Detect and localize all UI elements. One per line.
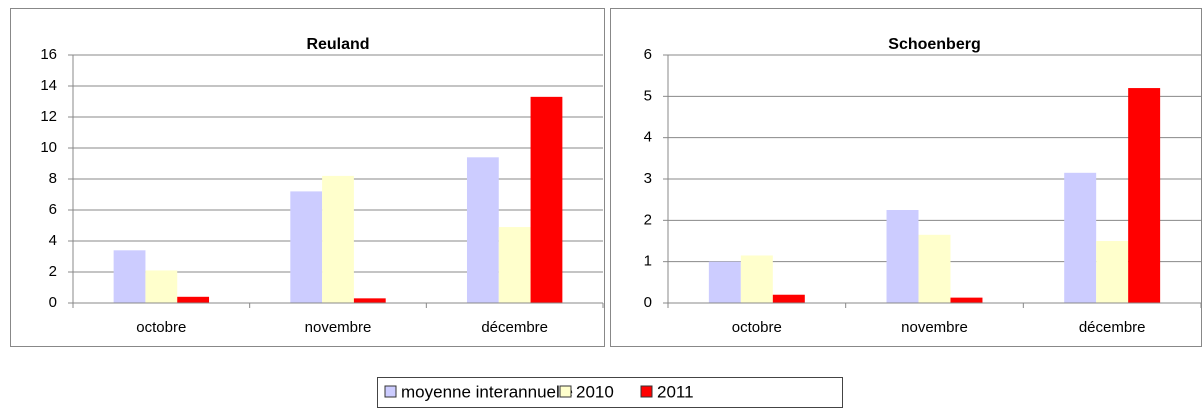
- bar: [466, 157, 499, 303]
- y-tick-label: 12: [40, 108, 57, 125]
- legend-label: 2010: [576, 382, 614, 401]
- y-tick-label: 8: [49, 170, 57, 187]
- x-tick-label: décembre: [481, 319, 548, 336]
- y-tick-label: 0: [49, 294, 57, 311]
- bar: [918, 234, 951, 303]
- x-tick-label: octobre: [136, 319, 186, 336]
- bar: [772, 294, 805, 303]
- bar: [322, 175, 354, 303]
- y-tick-label: 3: [644, 170, 652, 187]
- legend-swatch: [640, 385, 653, 398]
- bar: [1064, 172, 1097, 303]
- y-tick-label: 2: [49, 263, 57, 280]
- chart-title: Reuland: [306, 36, 369, 53]
- x-tick-label: octobre: [732, 319, 782, 336]
- bar: [177, 296, 210, 303]
- y-tick-label: 4: [49, 232, 57, 249]
- y-tick-label: 14: [40, 77, 57, 94]
- y-tick-label: 1: [644, 253, 652, 270]
- legend-swatch: [384, 385, 397, 398]
- legend-label: 2011: [657, 382, 694, 401]
- legend-label: moyenne interannuelle: [401, 382, 573, 401]
- x-tick-label: décembre: [1079, 319, 1146, 336]
- bar: [498, 227, 531, 303]
- y-tick-label: 5: [644, 87, 652, 104]
- bar: [113, 250, 146, 303]
- bar: [708, 261, 741, 303]
- y-tick-label: 2: [644, 211, 652, 228]
- y-tick-label: 16: [40, 46, 57, 63]
- legend-swatch: [559, 385, 572, 398]
- x-tick-label: novembre: [901, 319, 968, 336]
- bar: [1096, 241, 1129, 303]
- bar: [290, 191, 323, 303]
- y-tick-label: 4: [644, 129, 652, 146]
- chart-title: Schoenberg: [888, 36, 980, 53]
- bar: [353, 298, 386, 303]
- x-tick-label: novembre: [305, 319, 372, 336]
- bar: [886, 210, 919, 303]
- bar: [1128, 88, 1161, 303]
- bar: [145, 270, 178, 303]
- y-tick-label: 6: [644, 46, 652, 63]
- y-tick-label: 0: [644, 294, 652, 311]
- bar: [950, 297, 983, 303]
- y-tick-label: 6: [49, 201, 57, 218]
- bar: [740, 255, 773, 303]
- y-tick-label: 10: [40, 139, 57, 156]
- bar: [530, 96, 563, 303]
- legend-frame: [377, 377, 843, 408]
